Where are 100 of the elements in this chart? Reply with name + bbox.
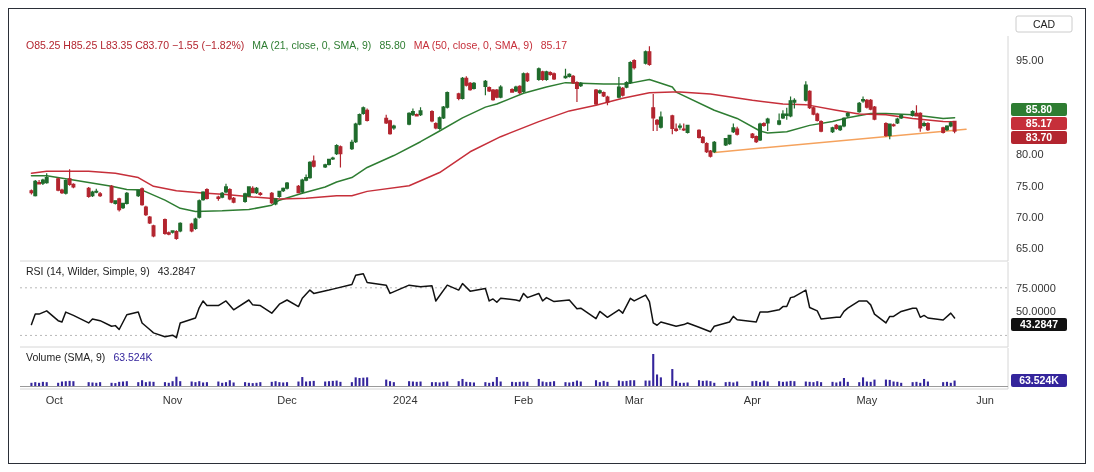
line-series <box>30 78 956 213</box>
candlestick <box>735 126 740 137</box>
candlestick <box>544 70 549 82</box>
candlestick <box>388 119 392 136</box>
bar <box>72 381 75 386</box>
candlestick <box>67 168 72 187</box>
bar <box>606 381 609 386</box>
candlestick <box>761 121 766 128</box>
text: 85.80 <box>1025 103 1053 116</box>
candlestick <box>697 128 701 140</box>
candlestick <box>94 188 99 194</box>
bar <box>697 380 701 386</box>
bar <box>327 381 331 386</box>
bar <box>335 380 338 386</box>
candlestick <box>605 95 610 106</box>
y-tick-label: 95.00 <box>1016 53 1044 66</box>
bar <box>861 377 865 386</box>
bar <box>835 382 838 386</box>
candlestick <box>323 163 328 169</box>
candlestick <box>483 79 488 96</box>
bar <box>953 380 956 386</box>
candlestick <box>327 158 331 167</box>
bar <box>362 377 365 386</box>
bar <box>759 382 762 386</box>
candlestick <box>677 122 682 131</box>
bar <box>278 382 281 386</box>
candlestick <box>178 221 183 233</box>
bar <box>224 382 228 386</box>
x-tick-label: Feb <box>514 394 534 406</box>
bar <box>568 382 571 386</box>
candlestick <box>803 80 808 103</box>
bar <box>331 380 334 386</box>
bar <box>495 377 498 386</box>
candlestick <box>941 126 946 135</box>
candlestick <box>685 124 690 135</box>
candlestick <box>193 217 198 231</box>
bar <box>251 383 254 386</box>
text: 83.70 <box>1025 131 1053 144</box>
bar <box>137 382 140 386</box>
x-tick-label: 2024 <box>393 394 418 406</box>
bar <box>884 379 887 386</box>
candlestick <box>658 110 663 130</box>
candlestick <box>494 88 499 99</box>
x-tick-label: Jun <box>976 394 994 406</box>
bar <box>91 382 94 386</box>
bar <box>755 380 758 386</box>
candlestick <box>750 132 755 140</box>
bar <box>457 381 460 386</box>
annotation: 85.80 <box>379 39 406 51</box>
bar <box>472 382 475 386</box>
bar <box>888 379 891 386</box>
candlestick <box>162 217 167 236</box>
annotation: 85.17 <box>540 39 568 51</box>
candlestick <box>536 66 541 82</box>
bar <box>232 382 235 386</box>
bar <box>228 380 231 386</box>
candlestick <box>98 191 103 198</box>
bar <box>831 381 834 386</box>
candlestick <box>56 176 61 192</box>
candlestick <box>620 86 625 98</box>
bar <box>762 380 765 386</box>
y-tick-label: 50.0000 <box>1016 305 1056 318</box>
candlestick <box>948 121 953 128</box>
candlestick <box>224 183 228 194</box>
bar <box>594 380 598 386</box>
bar <box>816 381 819 386</box>
bar <box>820 382 823 386</box>
text: 43.2847 <box>1020 318 1058 331</box>
candlestick <box>758 122 763 142</box>
line-series <box>30 91 956 200</box>
bar <box>858 382 861 386</box>
candlestick <box>777 112 782 126</box>
bar <box>621 381 624 386</box>
candlestick <box>391 124 396 131</box>
candlestick <box>117 197 122 213</box>
bar <box>434 382 437 386</box>
annotation: O85.25 H85.25 L83.35 C83.70 −1.55 (−1.82%) <box>26 39 245 51</box>
bar <box>793 381 796 386</box>
candlestick <box>151 224 156 238</box>
candlestick <box>616 76 621 99</box>
bar <box>141 380 144 386</box>
bar <box>350 382 353 386</box>
text: 63.524K <box>1019 374 1059 387</box>
bar <box>617 380 620 386</box>
candlestick <box>647 45 652 67</box>
candlestick <box>925 121 930 132</box>
text: 85.17 <box>1025 117 1053 130</box>
bar <box>602 380 605 386</box>
bar <box>438 382 441 386</box>
bar <box>259 382 262 386</box>
bar <box>175 376 178 386</box>
candlestick <box>418 106 423 117</box>
candlestick <box>594 88 598 106</box>
bar <box>842 378 846 386</box>
bar <box>202 382 205 386</box>
candlestick <box>861 95 866 104</box>
candlestick <box>258 191 263 197</box>
bar <box>652 354 655 386</box>
bar <box>732 382 735 386</box>
bar <box>179 381 182 386</box>
